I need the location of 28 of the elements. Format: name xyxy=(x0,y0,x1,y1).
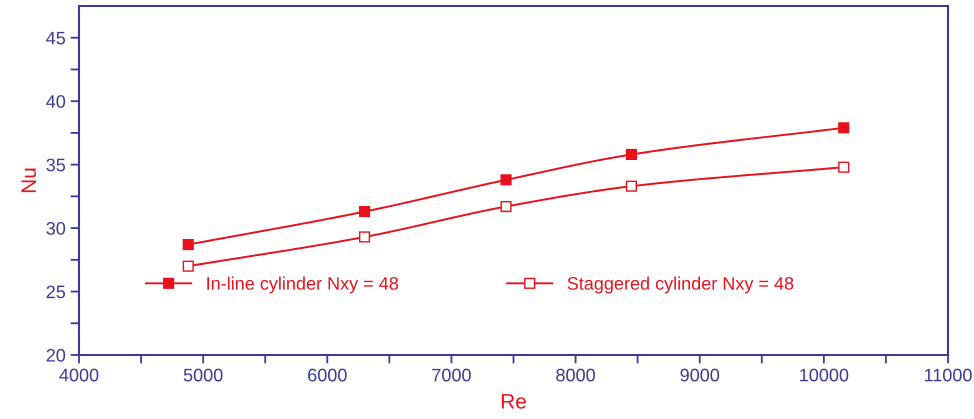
legend-label: Staggered cylinder Nxy = 48 xyxy=(568,276,794,294)
y-axis-title: Nu xyxy=(22,168,36,192)
x-axis-title: Re xyxy=(502,394,526,409)
point xyxy=(358,206,370,218)
x-tick-label: 8000 xyxy=(556,368,595,382)
point xyxy=(838,162,850,173)
x-tick-label: 7000 xyxy=(432,368,471,382)
point xyxy=(182,260,194,272)
y-tick-label: 20 xyxy=(46,348,66,362)
point xyxy=(838,122,850,134)
point xyxy=(358,231,370,243)
y-tick-label: 45 xyxy=(46,32,66,44)
x-tick-label: 10000 xyxy=(800,368,848,382)
point xyxy=(626,180,637,192)
point xyxy=(500,200,512,212)
x-tick-label: 9000 xyxy=(680,368,720,382)
x-tick-label: 11000 xyxy=(924,368,972,382)
point xyxy=(626,148,637,160)
point xyxy=(500,174,512,186)
x-tick-label: 6000 xyxy=(308,368,347,382)
y-tick-label: 40 xyxy=(46,95,66,108)
y-tick-label: 25 xyxy=(46,285,66,298)
x-tick-label: 4000 xyxy=(59,368,98,382)
legend-label: In-line cylinder Nxy = 48 xyxy=(207,276,398,294)
y-tick-label: 30 xyxy=(46,222,66,235)
point xyxy=(182,239,194,250)
x-tick-label: 5000 xyxy=(184,368,223,382)
y-tick-label: 35 xyxy=(46,158,66,172)
